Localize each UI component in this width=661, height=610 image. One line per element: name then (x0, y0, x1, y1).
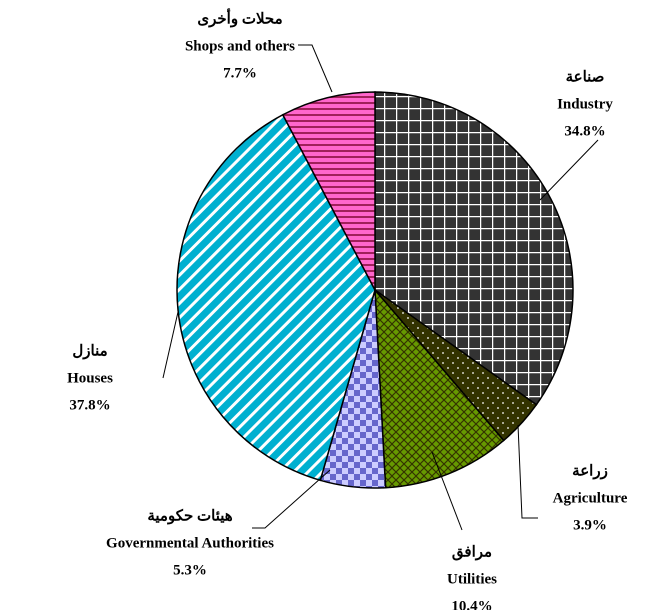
value-label: 34.8% (564, 123, 605, 139)
value-label: 37.8% (69, 397, 110, 413)
pie-slice (176, 113, 376, 482)
leader-line (162, 311, 179, 379)
label-arabic: منازل (72, 343, 107, 359)
pie-slice (374, 287, 505, 489)
label-name: Utilities (447, 571, 497, 587)
value-label: 10.4% (451, 598, 492, 610)
label-arabic: صناعة (566, 69, 605, 85)
label-name: Shops and others (185, 38, 295, 54)
label-name: Houses (67, 370, 113, 386)
leader-line (539, 139, 599, 201)
leader-line (431, 451, 463, 531)
leader-line (298, 44, 333, 93)
label-name: Governmental Authorities (106, 535, 274, 551)
label-arabic: محلات وأخرى (197, 7, 282, 27)
pie (176, 91, 574, 489)
label-name: Agriculture (553, 490, 628, 506)
label-name: Industry (557, 96, 613, 112)
leader-line (517, 424, 538, 519)
value-label: 3.9% (573, 517, 607, 533)
label-arabic: هيئات حكومية (147, 508, 232, 524)
label-arabic: زراعة (572, 463, 608, 479)
value-label: 7.7% (223, 65, 257, 81)
label-arabic: مرافق (452, 544, 492, 560)
pie-slice (374, 91, 574, 406)
leader-line (252, 469, 331, 529)
pie-slice (281, 91, 376, 291)
leader-lines (162, 44, 599, 531)
value-label: 5.3% (173, 562, 207, 578)
